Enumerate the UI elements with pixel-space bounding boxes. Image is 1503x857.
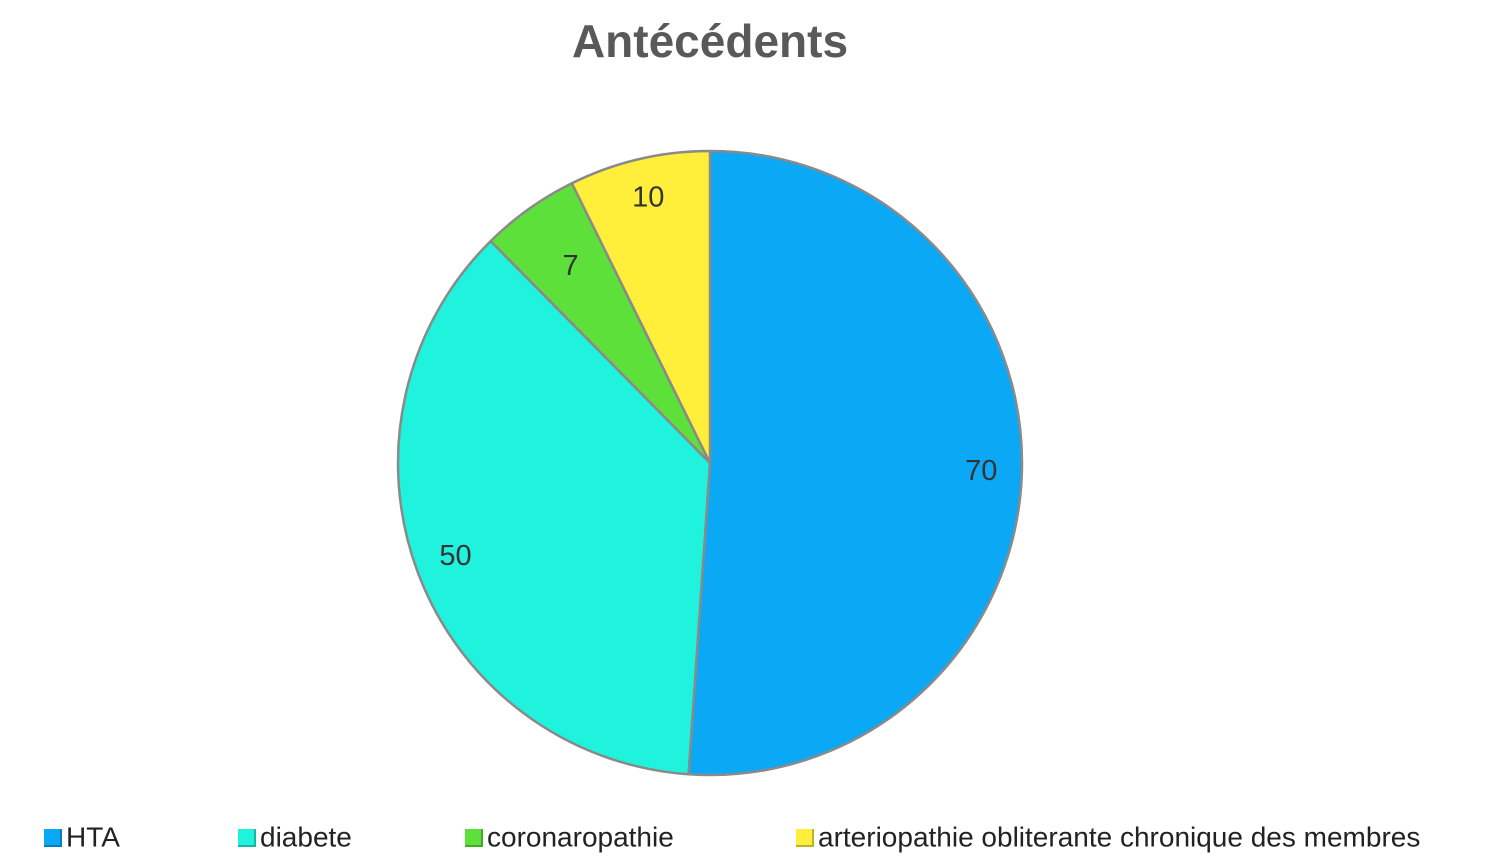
legend-label: arteriopathie obliterante chronique des …	[818, 821, 1421, 853]
legend-item-arteriopathie[interactable]: arteriopathie obliterante chronique des …	[796, 820, 1420, 854]
legend-item-coronaropathie[interactable]: coronaropathie	[465, 820, 674, 854]
data-label-hta: 70	[965, 455, 997, 487]
pie-data-labels: 70 50 7 10	[439, 181, 997, 572]
legend-swatch-icon	[465, 828, 483, 847]
legend-label: coronaropathie	[487, 821, 674, 853]
pie-slice-hta[interactable]	[687, 149, 1024, 777]
legend-item-diabete[interactable]: diabete	[238, 820, 352, 854]
legend-swatch-icon	[44, 828, 62, 847]
data-label-coronaropathie: 7	[563, 250, 579, 282]
data-label-arteriopathie: 10	[632, 181, 664, 213]
pie-slice-arteriopathie[interactable]	[570, 149, 712, 465]
data-label-diabete: 50	[439, 540, 471, 572]
legend: HTA diabete coronaropathie arteriopathie…	[44, 818, 1503, 857]
chart-title: Antécédents	[571, 15, 849, 67]
pie-slice-diabete[interactable]	[396, 239, 712, 776]
legend-item-hta[interactable]: HTA	[44, 820, 120, 854]
legend-label: HTA	[66, 821, 120, 853]
pie-slices	[396, 149, 1024, 777]
legend-swatch-icon	[238, 828, 256, 847]
legend-label: diabete	[260, 821, 352, 853]
legend-swatch-icon	[796, 828, 814, 847]
